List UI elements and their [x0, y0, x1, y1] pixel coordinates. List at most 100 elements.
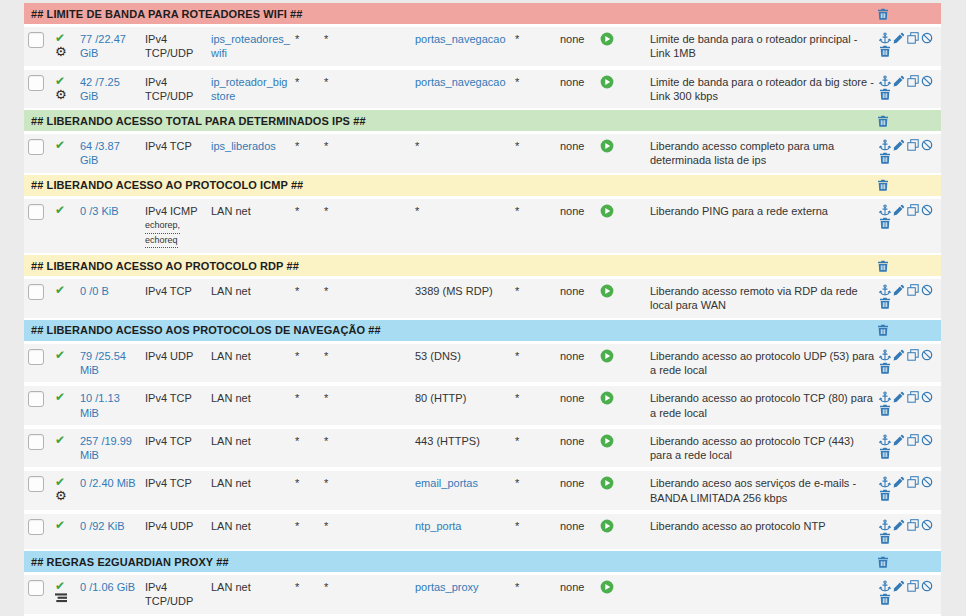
rule-select-checkbox[interactable] [28, 32, 44, 48]
anchor-icon[interactable] [879, 580, 891, 592]
ban-icon[interactable] [921, 284, 933, 296]
anchor-icon[interactable] [879, 391, 891, 403]
pencil-icon[interactable] [893, 204, 905, 216]
anchor-icon[interactable] [879, 519, 891, 531]
states-link[interactable]: 0 /92 KiB [80, 520, 125, 532]
pencil-icon[interactable] [893, 284, 905, 296]
source-port-cell: * [293, 136, 322, 156]
trash-icon[interactable] [879, 362, 891, 374]
copy-icon[interactable] [907, 204, 919, 216]
pencil-icon[interactable] [893, 139, 905, 151]
trash-icon[interactable] [879, 45, 891, 57]
rule-select-checkbox[interactable] [28, 75, 44, 91]
rule-select-checkbox[interactable] [28, 391, 44, 407]
states-cell: 0 /1.06 GiB [78, 577, 143, 597]
pencil-icon[interactable] [893, 580, 905, 592]
rule-select-checkbox[interactable] [28, 139, 44, 155]
dest-port-alias-link[interactable]: portas_proxy [415, 581, 479, 593]
anchor-icon[interactable] [879, 476, 891, 488]
pencil-icon[interactable] [893, 476, 905, 488]
trash-icon[interactable] [879, 489, 891, 501]
rule-select-checkbox[interactable] [28, 519, 44, 535]
ban-icon[interactable] [921, 391, 933, 403]
copy-icon[interactable] [907, 75, 919, 87]
source-port-cell: * [293, 577, 322, 597]
dest-port-alias-link[interactable]: email_portas [415, 477, 478, 489]
trash-icon[interactable] [879, 88, 891, 100]
rule-select-checkbox[interactable] [28, 284, 44, 300]
states-link[interactable]: 42 /7.25 GiB [80, 76, 120, 102]
pencil-icon[interactable] [893, 434, 905, 446]
source-alias-link[interactable]: ips_roteadores_wifi [211, 33, 290, 59]
states-link[interactable]: 0 /0 B [80, 285, 109, 297]
copy-icon[interactable] [907, 284, 919, 296]
copy-icon[interactable] [907, 32, 919, 44]
ban-icon[interactable] [921, 349, 933, 361]
copy-icon[interactable] [907, 391, 919, 403]
rule-select-checkbox[interactable] [28, 349, 44, 365]
rule-select-checkbox[interactable] [28, 476, 44, 492]
source-alias-link[interactable]: ip_roteador_bigstore [211, 76, 287, 102]
gateway-text: * [515, 285, 519, 297]
dest-port-alias-link[interactable]: ntp_porta [415, 520, 461, 532]
trash-icon[interactable] [879, 297, 891, 309]
trash-icon[interactable] [877, 260, 889, 272]
anchor-icon[interactable] [879, 284, 891, 296]
anchor-icon[interactable] [879, 349, 891, 361]
trash-icon[interactable] [879, 593, 891, 605]
ban-icon[interactable] [921, 476, 933, 488]
copy-icon[interactable] [907, 476, 919, 488]
trash-icon[interactable] [879, 217, 891, 229]
trash-icon[interactable] [877, 8, 889, 20]
pencil-icon[interactable] [893, 349, 905, 361]
trash-icon[interactable] [877, 556, 889, 568]
rule-select-checkbox[interactable] [28, 434, 44, 450]
states-link[interactable]: 77 /22.47 GiB [80, 33, 126, 59]
gateway-text: * [515, 392, 519, 404]
trash-icon[interactable] [877, 179, 889, 191]
trash-icon[interactable] [879, 447, 891, 459]
trash-icon[interactable] [879, 152, 891, 164]
protocol-cell: IPv4 UDP [143, 346, 209, 366]
queue-cell: none [558, 136, 598, 156]
ban-icon[interactable] [921, 32, 933, 44]
anchor-icon[interactable] [879, 139, 891, 151]
copy-icon[interactable] [907, 349, 919, 361]
ban-icon[interactable] [921, 434, 933, 446]
copy-icon[interactable] [907, 519, 919, 531]
copy-icon[interactable] [907, 139, 919, 151]
ban-icon[interactable] [921, 139, 933, 151]
states-link[interactable]: 64 /3.87 GiB [80, 140, 120, 166]
states-link[interactable]: 257 /19.99 MiB [80, 435, 132, 461]
play-icon [600, 204, 614, 218]
states-link[interactable]: 0 /3 KiB [80, 205, 119, 217]
ban-icon[interactable] [921, 580, 933, 592]
rule-select-checkbox[interactable] [28, 204, 44, 220]
pencil-icon[interactable] [893, 75, 905, 87]
ban-icon[interactable] [921, 204, 933, 216]
trash-icon[interactable] [877, 115, 889, 127]
anchor-icon[interactable] [879, 75, 891, 87]
trash-icon[interactable] [879, 404, 891, 416]
anchor-icon[interactable] [879, 204, 891, 216]
states-link[interactable]: 0 /1.06 GiB [80, 581, 135, 593]
pencil-icon[interactable] [893, 32, 905, 44]
pencil-icon[interactable] [893, 391, 905, 403]
destination-cell: * [322, 346, 413, 366]
rule-select-checkbox[interactable] [28, 580, 44, 596]
copy-icon[interactable] [907, 580, 919, 592]
pencil-icon[interactable] [893, 519, 905, 531]
dest-port-alias-link[interactable]: portas_navegacao [415, 33, 506, 45]
states-link[interactable]: 0 /2.40 MiB [80, 477, 136, 489]
dest-port-alias-link[interactable]: portas_navegacao [415, 76, 506, 88]
trash-icon[interactable] [877, 324, 889, 336]
states-link[interactable]: 10 /1.13 MiB [80, 392, 120, 418]
copy-icon[interactable] [907, 434, 919, 446]
trash-icon[interactable] [879, 532, 891, 544]
source-alias-link[interactable]: ips_liberados [211, 140, 276, 152]
ban-icon[interactable] [921, 75, 933, 87]
ban-icon[interactable] [921, 519, 933, 531]
states-link[interactable]: 79 /25.54 MiB [80, 350, 126, 376]
anchor-icon[interactable] [879, 32, 891, 44]
anchor-icon[interactable] [879, 434, 891, 446]
